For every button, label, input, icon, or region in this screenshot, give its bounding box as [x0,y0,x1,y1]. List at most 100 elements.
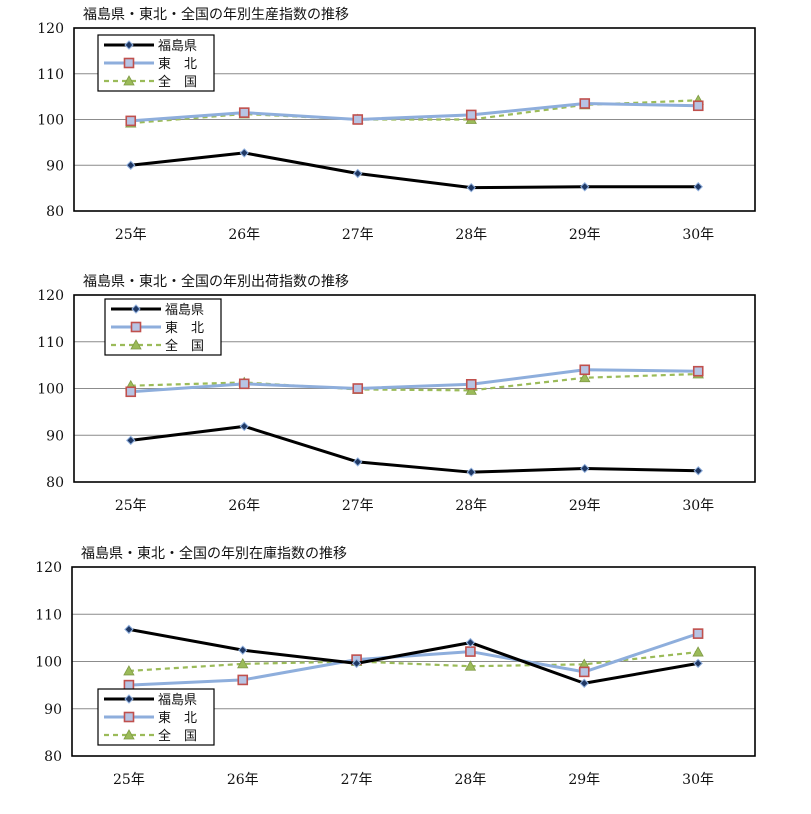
series-line [130,368,699,394]
x-tick-label: 28年 [455,498,487,514]
data-point [352,114,364,125]
legend-marker [124,40,134,50]
x-tick-label: 29年 [568,772,600,788]
series-line [130,99,699,125]
data-point [238,107,250,118]
x-tick-label: 28年 [455,772,487,788]
legend-label: 福島県 [165,303,204,318]
legend-marker [130,321,142,333]
y-tick-label: 80 [46,475,64,491]
data-point [466,467,476,477]
y-tick-label: 120 [35,560,62,576]
data-point [465,384,477,395]
data-point [125,386,137,398]
data-point [692,646,704,657]
data-point [465,646,476,657]
legend-marker [130,339,142,350]
data-point [465,378,477,390]
x-tick-label: 27年 [341,772,373,788]
plot-area [73,294,756,483]
plot-area [73,27,756,212]
y-tick-label: 110 [35,607,62,623]
x-tick-label: 30年 [682,498,714,514]
x-tick-label: 27年 [342,498,374,514]
data-point [693,182,703,192]
chart-2: 福島県・東北・全国の年別出荷指数の推移 80 90 100 110 120 25年 26年 27… [37,273,756,514]
x-tick-label: 30年 [682,772,714,788]
x-tick-label: 30年 [682,227,714,243]
data-point [578,666,590,678]
legend-label: 東 北 [158,710,197,726]
data-point [123,679,135,691]
chart-1: 福島県・東北・全国の年別生産指数の推移 80 90 100 110 120 25年 26年 27… [37,6,756,243]
series-2 [125,368,704,395]
chart-title: 福島県・東北・全国の年別生産指数の推移 [83,6,349,23]
data-point [464,660,477,671]
legend-marker [123,75,135,86]
y-tick-label: 90 [44,702,62,718]
data-point [351,658,362,669]
data-point [580,463,590,474]
series-2 [123,646,704,676]
chart-title: 福島県・東北・全国の年別出荷指数の推移 [83,273,349,290]
series-0 [126,148,703,193]
data-point [465,637,476,648]
plot-area [71,566,756,757]
chart-3: 福島県・東北・全国の年別在庫指数の推移 80 90 100 110 120 25年 26年 27… [35,545,756,788]
data-point [237,658,249,669]
x-tick-label: 26年 [227,772,259,788]
legend-marker [123,711,135,723]
y-tick-label: 110 [37,67,64,83]
data-point [238,378,250,390]
legend-label: 全 国 [158,728,197,744]
legend-label: 全 国 [158,74,197,90]
y-tick-label: 90 [46,158,64,174]
data-point [465,109,477,121]
y-tick-label: 100 [37,382,64,398]
y-tick-label: 100 [35,655,62,671]
x-tick-label: 29年 [569,227,601,243]
series-line [130,151,699,190]
data-point [693,466,703,476]
legend-label: 東 北 [165,320,204,336]
y-tick-label: 90 [46,428,64,444]
legend-marker [124,694,134,704]
data-point [353,168,363,179]
series-1 [125,98,704,127]
data-point [126,160,136,170]
series-0 [126,421,703,477]
series-2 [125,94,704,128]
series-line [130,372,699,392]
data-point [466,182,476,193]
data-point [238,645,248,655]
data-point [125,115,137,127]
legend-marker [131,304,141,314]
series-line [128,627,699,685]
data-point [352,383,364,394]
data-point [579,678,589,688]
x-tick-label: 28年 [455,227,487,243]
x-tick-label: 25年 [115,498,147,514]
data-point [692,100,704,112]
data-point [579,98,591,109]
data-point [693,658,703,669]
data-point [353,457,363,467]
series-line [128,632,699,687]
data-point [579,371,591,383]
series-line [130,101,699,123]
y-tick-label: 120 [37,21,64,37]
series-1 [125,364,704,398]
data-point [580,182,590,192]
y-tick-label: 100 [37,113,64,129]
x-tick-label: 27年 [342,227,374,243]
y-tick-label: 80 [46,204,64,220]
data-point [239,148,249,158]
x-tick-label: 26年 [228,498,260,514]
data-point [123,665,135,676]
y-tick-label: 110 [37,335,64,351]
legend-label: 全 国 [165,338,204,354]
legend-label: 東 北 [158,56,197,72]
